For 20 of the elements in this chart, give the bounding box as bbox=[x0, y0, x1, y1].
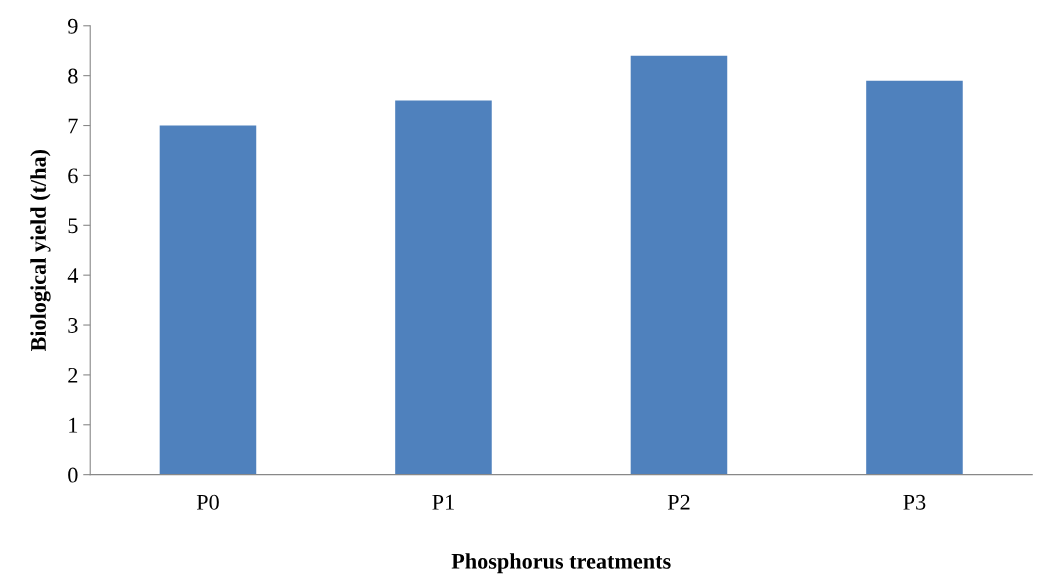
bar bbox=[866, 80, 963, 475]
x-tick-label: P0 bbox=[196, 494, 219, 510]
y-tick-label: 9 bbox=[68, 18, 78, 34]
y-axis-title: Biological yield (t/ha) bbox=[30, 149, 51, 352]
bar bbox=[395, 100, 492, 475]
y-tick-label: 8 bbox=[68, 68, 78, 84]
x-axis-title: Phosphorus treatments bbox=[451, 553, 671, 574]
y-tick-label: 6 bbox=[68, 168, 78, 184]
y-tick-label: 7 bbox=[68, 118, 78, 134]
bar bbox=[630, 55, 728, 475]
y-tick-label: 2 bbox=[68, 367, 78, 383]
y-tick-label: 0 bbox=[68, 467, 78, 483]
y-tick-label: 1 bbox=[69, 417, 78, 433]
y-tick-label: 5 bbox=[68, 218, 78, 234]
bar bbox=[159, 125, 257, 475]
x-tick-label: P1 bbox=[432, 494, 454, 510]
x-tick-label: P3 bbox=[903, 494, 926, 510]
y-tick-label: 3 bbox=[68, 318, 78, 333]
x-tick-label: P2 bbox=[667, 494, 690, 510]
y-tick-label: 4 bbox=[67, 268, 79, 283]
